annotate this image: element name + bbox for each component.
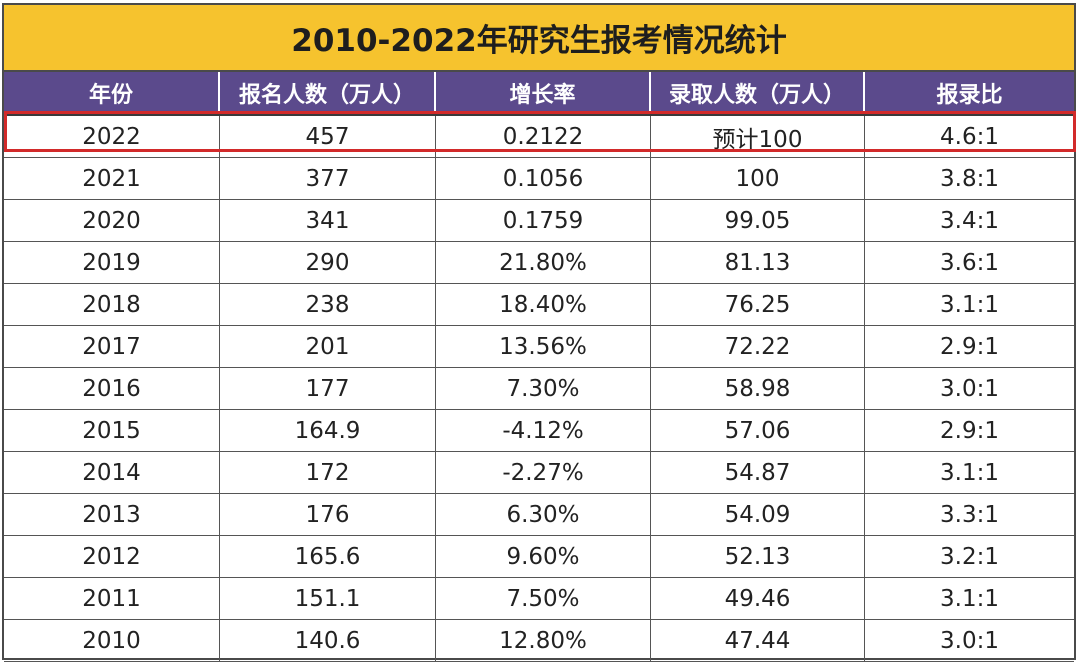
table-cell: 54.09	[651, 494, 865, 535]
table-cell: 0.1056	[436, 158, 651, 199]
table-cell: 7.30%	[436, 368, 651, 409]
data-table: 年份 报名人数（万人） 增长率 录取人数（万人） 报录比 2022 457 0.2122 预计…	[4, 72, 1074, 662]
table-cell: 2015	[4, 410, 220, 451]
table-cell: 54.87	[651, 452, 865, 493]
table-cell: 3.0:1	[940, 627, 999, 654]
table-cell: 47.44	[651, 620, 865, 661]
table-cell: 2011	[4, 578, 220, 619]
table-cell: 21.80%	[436, 242, 651, 283]
table-cell: 2018	[4, 284, 220, 325]
table-cell: 3.1:1	[940, 585, 999, 612]
table-cell: 3.6:1	[940, 249, 999, 276]
table-cell: 9.60%	[436, 536, 651, 577]
table-cell: 4.6:1	[940, 123, 999, 150]
table-row: 2016 177 7.30% 58.98 3.0:1	[4, 368, 1074, 410]
table-cell: 3.8:1	[940, 165, 999, 192]
table-cell: 3.4:1	[940, 207, 999, 234]
table-cell: 201	[220, 326, 436, 367]
column-header-4: 报录比	[936, 83, 1003, 108]
table-row: 2010 140.6 12.80% 47.44 3.0:1	[4, 620, 1074, 662]
table-cell: 76.25	[651, 284, 865, 325]
table-row: 2022 457 0.2122 预计100 4.6:1	[4, 116, 1074, 158]
table-cell: 457	[220, 116, 436, 157]
table-row: 2018 238 18.40% 76.25 3.1:1	[4, 284, 1074, 326]
table-cell: 7.50%	[436, 578, 651, 619]
column-header-2: 增长率	[436, 72, 651, 114]
table-cell: 165.6	[220, 536, 436, 577]
table-cell: 238	[220, 284, 436, 325]
table-cell: 176	[220, 494, 436, 535]
table-row: 2011 151.1 7.50% 49.46 3.1:1	[4, 578, 1074, 620]
column-header-0: 年份	[4, 72, 220, 114]
table-cell: 151.1	[220, 578, 436, 619]
table-cell: 13.56%	[436, 326, 651, 367]
table-cell: 81.13	[651, 242, 865, 283]
table-cell: 164.9	[220, 410, 436, 451]
table-row: 2017 201 13.56% 72.22 2.9:1	[4, 326, 1074, 368]
table-cell: 100	[651, 158, 865, 199]
table-cell: 52.13	[651, 536, 865, 577]
table-cell: 2022	[4, 116, 220, 157]
table-cell: 2.9:1	[940, 417, 999, 444]
table-cell: 2016	[4, 368, 220, 409]
table-cell: 58.98	[651, 368, 865, 409]
table-cell: -4.12%	[436, 410, 651, 451]
table-cell: 2014	[4, 452, 220, 493]
table-cell: 3.1:1	[940, 291, 999, 318]
table-cell: 2013	[4, 494, 220, 535]
table-cell: 3.3:1	[940, 501, 999, 528]
table-cell: 3.2:1	[940, 543, 999, 570]
table-title: 2010-2022年研究生报考情况统计	[4, 5, 1074, 72]
table-cell: 341	[220, 200, 436, 241]
table-cell: 0.2122	[436, 116, 651, 157]
table-cell: 72.22	[651, 326, 865, 367]
table-cell: 2.9:1	[940, 333, 999, 360]
table-cell: 2012	[4, 536, 220, 577]
table-cell: 172	[220, 452, 436, 493]
table-cell: 3.1:1	[940, 459, 999, 486]
table-row: 2021 377 0.1056 100 3.8:1	[4, 158, 1074, 200]
column-header-3: 录取人数（万人）	[651, 72, 865, 114]
column-header-1: 报名人数（万人）	[220, 72, 436, 114]
table-cell: 18.40%	[436, 284, 651, 325]
table-cell: 57.06	[651, 410, 865, 451]
table-cell: 2017	[4, 326, 220, 367]
table-row: 2015 164.9 -4.12% 57.06 2.9:1	[4, 410, 1074, 452]
table-cell: 2021	[4, 158, 220, 199]
table-cell: 377	[220, 158, 436, 199]
table-cell: -2.27%	[436, 452, 651, 493]
table-cell: 0.1759	[436, 200, 651, 241]
table-cell: 12.80%	[436, 620, 651, 661]
table-frame: 2010-2022年研究生报考情况统计 年份 报名人数（万人） 增长率 录取人数（万人…	[2, 3, 1076, 662]
table-cell: 290	[220, 242, 436, 283]
table-cell: 140.6	[220, 620, 436, 661]
table-cell: 2020	[4, 200, 220, 241]
table-cell: 49.46	[651, 578, 865, 619]
table-cell: 99.05	[651, 200, 865, 241]
table-cell: 3.0:1	[940, 375, 999, 402]
table-body: 2022 457 0.2122 预计100 4.6:1 2021 377 0.1056 100 3…	[4, 116, 1074, 662]
table-row: 2020 341 0.1759 99.05 3.4:1	[4, 200, 1074, 242]
table-cell: 2010	[4, 620, 220, 661]
table-cell: 2019	[4, 242, 220, 283]
table-row: 2013 176 6.30% 54.09 3.3:1	[4, 494, 1074, 536]
header-row: 年份 报名人数（万人） 增长率 录取人数（万人） 报录比	[4, 72, 1074, 116]
table-cell: 177	[220, 368, 436, 409]
table-row: 2019 290 21.80% 81.13 3.6:1	[4, 242, 1074, 284]
table-cell: 预计100	[651, 116, 865, 157]
table-cell: 6.30%	[436, 494, 651, 535]
table-row: 2014 172 -2.27% 54.87 3.1:1	[4, 452, 1074, 494]
table-row: 2012 165.6 9.60% 52.13 3.2:1	[4, 536, 1074, 578]
